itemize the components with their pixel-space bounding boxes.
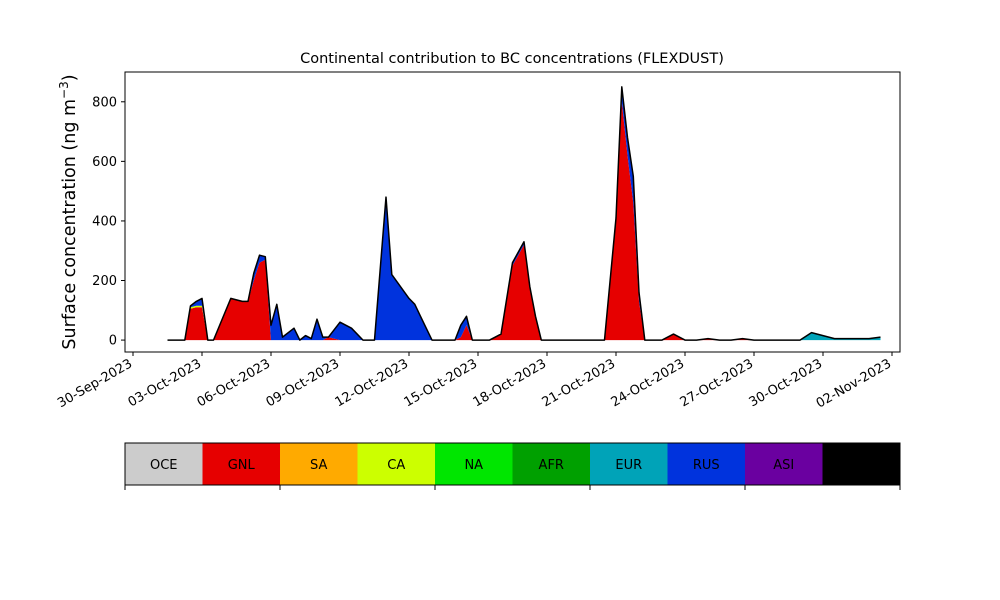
x-tick-label: 03-Oct-2023 <box>126 356 204 410</box>
legend-label-na: NA <box>464 458 483 473</box>
legend-colorbar: OCE GNL SA CA NA AFR EUR RUS ASI AUS <box>124 442 901 490</box>
x-tick-label: 06-Oct-2023 <box>195 356 273 410</box>
x-tick-label: 12-Oct-2023 <box>333 356 411 410</box>
legend-label-aus: AUS <box>848 458 875 473</box>
series-area-gnl <box>167 101 881 341</box>
y-tick-label: 600 <box>92 155 117 170</box>
legend-label-afr: AFR <box>539 458 564 473</box>
y-axis-label-exponent: −3 <box>57 81 71 99</box>
x-tick-label: 27-Oct-2023 <box>678 356 756 410</box>
plot-area <box>167 86 881 341</box>
x-tick-label: 30-Sep-2023 <box>55 356 135 411</box>
y-tick-label: 200 <box>92 274 117 289</box>
legend-label-eur: EUR <box>615 458 642 473</box>
x-tick-label: 02-Nov-2023 <box>814 356 894 411</box>
y-axis-label-close: ) <box>60 74 80 81</box>
legend-swatch-oce <box>125 443 203 485</box>
y-axis-label: Surface concentration (ng m−3) <box>57 74 80 349</box>
y-axis-label-main: Surface concentration (ng m <box>60 99 80 350</box>
legend-swatch-rus <box>667 443 745 485</box>
x-tick-label: 24-Oct-2023 <box>609 356 687 410</box>
legend-label-gnl: GNL <box>228 458 256 473</box>
x-tick-label: 09-Oct-2023 <box>264 356 342 410</box>
legend-swatch-eur <box>590 443 668 485</box>
legend-frame <box>124 442 901 486</box>
legend-label-ca: CA <box>387 458 405 473</box>
legend-label-asi: ASI <box>773 458 794 473</box>
y-tick-label: 800 <box>92 95 117 110</box>
axes: 0 200 400 600 800 30-Sep-202303-Oct-202306-Oc… <box>55 71 901 411</box>
legend-swatch-gnl <box>202 443 280 485</box>
y-tick-label: 400 <box>92 214 117 229</box>
x-tick-label: 30-Oct-2023 <box>747 356 825 410</box>
legend-swatch-na <box>435 443 513 485</box>
y-tick-label: 0 <box>109 334 117 349</box>
x-tick-label: 21-Oct-2023 <box>540 356 618 410</box>
chart-title: Continental contribution to BC concentra… <box>300 51 724 67</box>
legend-label-rus: RUS <box>693 458 720 473</box>
legend-label-oce: OCE <box>150 458 178 473</box>
x-tick-label: 15-Oct-2023 <box>402 356 480 410</box>
plot-frame <box>124 71 901 353</box>
legend-swatch-afr <box>512 443 590 485</box>
legend-swatch-sa <box>280 443 358 485</box>
x-tick-label: 18-Oct-2023 <box>471 356 549 410</box>
legend-label-sa: SA <box>310 458 327 473</box>
legend-swatch-asi <box>745 443 823 485</box>
legend-swatch-ca <box>357 443 435 485</box>
total-line <box>167 86 881 341</box>
legend-swatch-aus <box>822 443 900 485</box>
